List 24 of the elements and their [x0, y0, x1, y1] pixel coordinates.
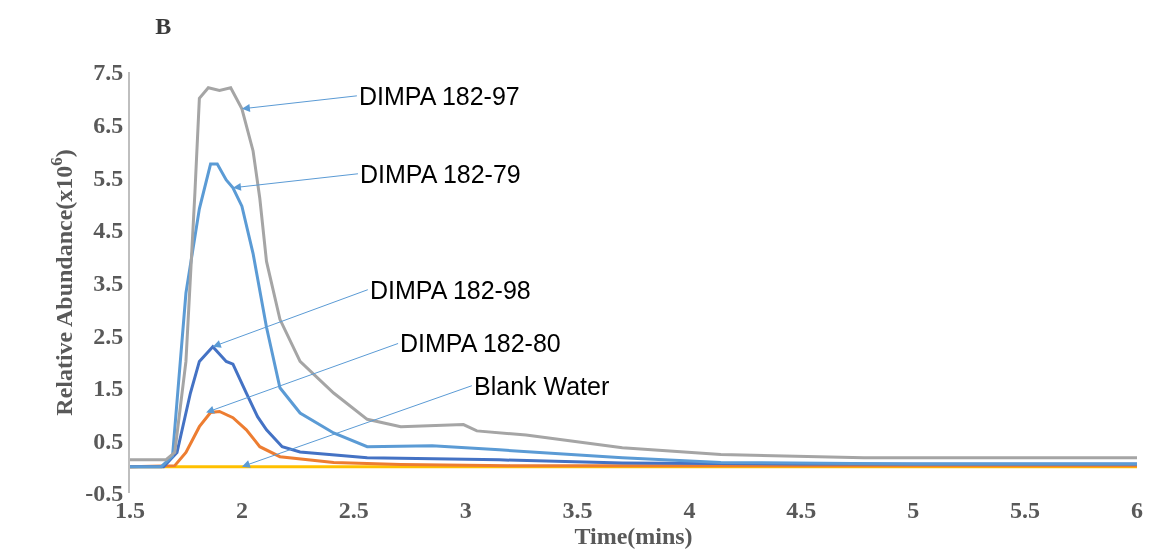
- annotation: DIMPA 182-98: [370, 276, 531, 304]
- y-tick-label: 4.5: [93, 217, 124, 244]
- annotation: Blank Water: [474, 372, 610, 400]
- y-tick-label: 7.5: [93, 59, 124, 86]
- y-tick-label: 0.5: [93, 427, 124, 454]
- x-tick-label: 4: [683, 497, 696, 523]
- x-axis-title: Time(mins): [574, 523, 693, 549]
- x-tick-label: 3: [459, 497, 472, 523]
- chart-title: B: [155, 12, 172, 39]
- x-tick-label: 4.5: [786, 497, 817, 523]
- x-tick-label: 2: [235, 497, 248, 523]
- y-tick-label: 2.5: [93, 322, 124, 349]
- x-tick-label: 5: [907, 497, 920, 523]
- x-tick-label: 6: [1131, 497, 1143, 523]
- annotation: DIMPA 182-79: [360, 160, 521, 188]
- x-tick-label: 2.5: [338, 497, 369, 523]
- annotation: DIMPA 182-97: [359, 82, 520, 110]
- x-tick-label: 3.5: [562, 497, 593, 523]
- y-tick-label: 6.5: [93, 112, 124, 139]
- y-tick-label: 1.5: [93, 375, 124, 402]
- annotation: DIMPA 182-80: [400, 329, 561, 357]
- y-tick-label: 3.5: [93, 269, 124, 296]
- x-tick-label: 5.5: [1010, 497, 1041, 523]
- y-tick-label: 5.5: [93, 164, 124, 191]
